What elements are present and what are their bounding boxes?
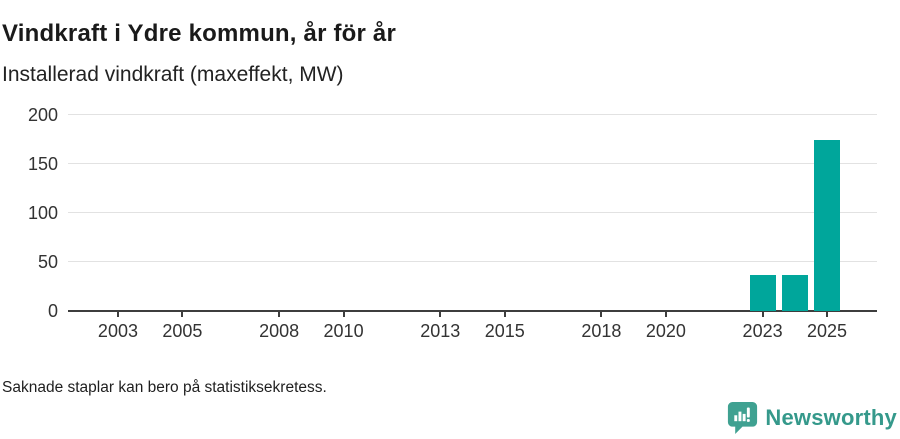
x-axis-line [68,310,877,312]
x-tick [116,311,119,317]
x-tick [664,311,667,317]
y-tick-label: 150 [27,154,58,174]
x-tick [342,311,345,317]
y-tick-label: 0 [47,301,58,321]
y-axis: 0 50 100 150 200 [0,106,58,320]
x-tick-label: 2018 [581,321,622,341]
gridline-200 [68,114,877,115]
x-tick [600,311,603,317]
x-tick [278,311,281,317]
footnote: Saknade staplar kan bero på statistiksek… [2,379,327,396]
x-tick [439,311,442,317]
x-tick-label: 2010 [323,321,364,341]
x-tick [181,311,184,317]
x-tick-label: 2023 [742,321,783,341]
bar-2024 [781,274,808,311]
bar-2025 [814,139,841,311]
chart-subtitle: Installerad vindkraft (maxeffekt, MW) [2,63,344,86]
newsworthy-logo[interactable]: Newsworthy [727,401,897,435]
x-tick [503,311,506,317]
x-tick-label: 2003 [97,321,138,341]
gridline-50 [68,261,877,262]
y-tick-label: 50 [37,252,58,272]
x-tick-label: 2025 [807,321,848,341]
x-tick [761,311,764,317]
x-tick-label: 2005 [162,321,203,341]
x-tick-label: 2008 [259,321,300,341]
gridline-100 [68,212,877,213]
bar-2023 [749,274,776,311]
x-tick-label: 2020 [645,321,686,341]
x-tick-label: 2015 [484,321,525,341]
newsworthy-icon [728,402,758,434]
x-tick [826,311,829,317]
x-tick-label: 2013 [420,321,461,341]
gridline-150 [68,163,877,164]
chart-title: Vindkraft i Ydre kommun, år för år [2,20,397,48]
plot-area: 2003 2005 2008 2010 2013 2015 2018 2020 2023 2025 [68,114,877,341]
newsworthy-logo-text: Newsworthy [765,405,897,430]
y-tick-label: 100 [27,203,58,223]
y-tick-label: 200 [27,105,58,125]
